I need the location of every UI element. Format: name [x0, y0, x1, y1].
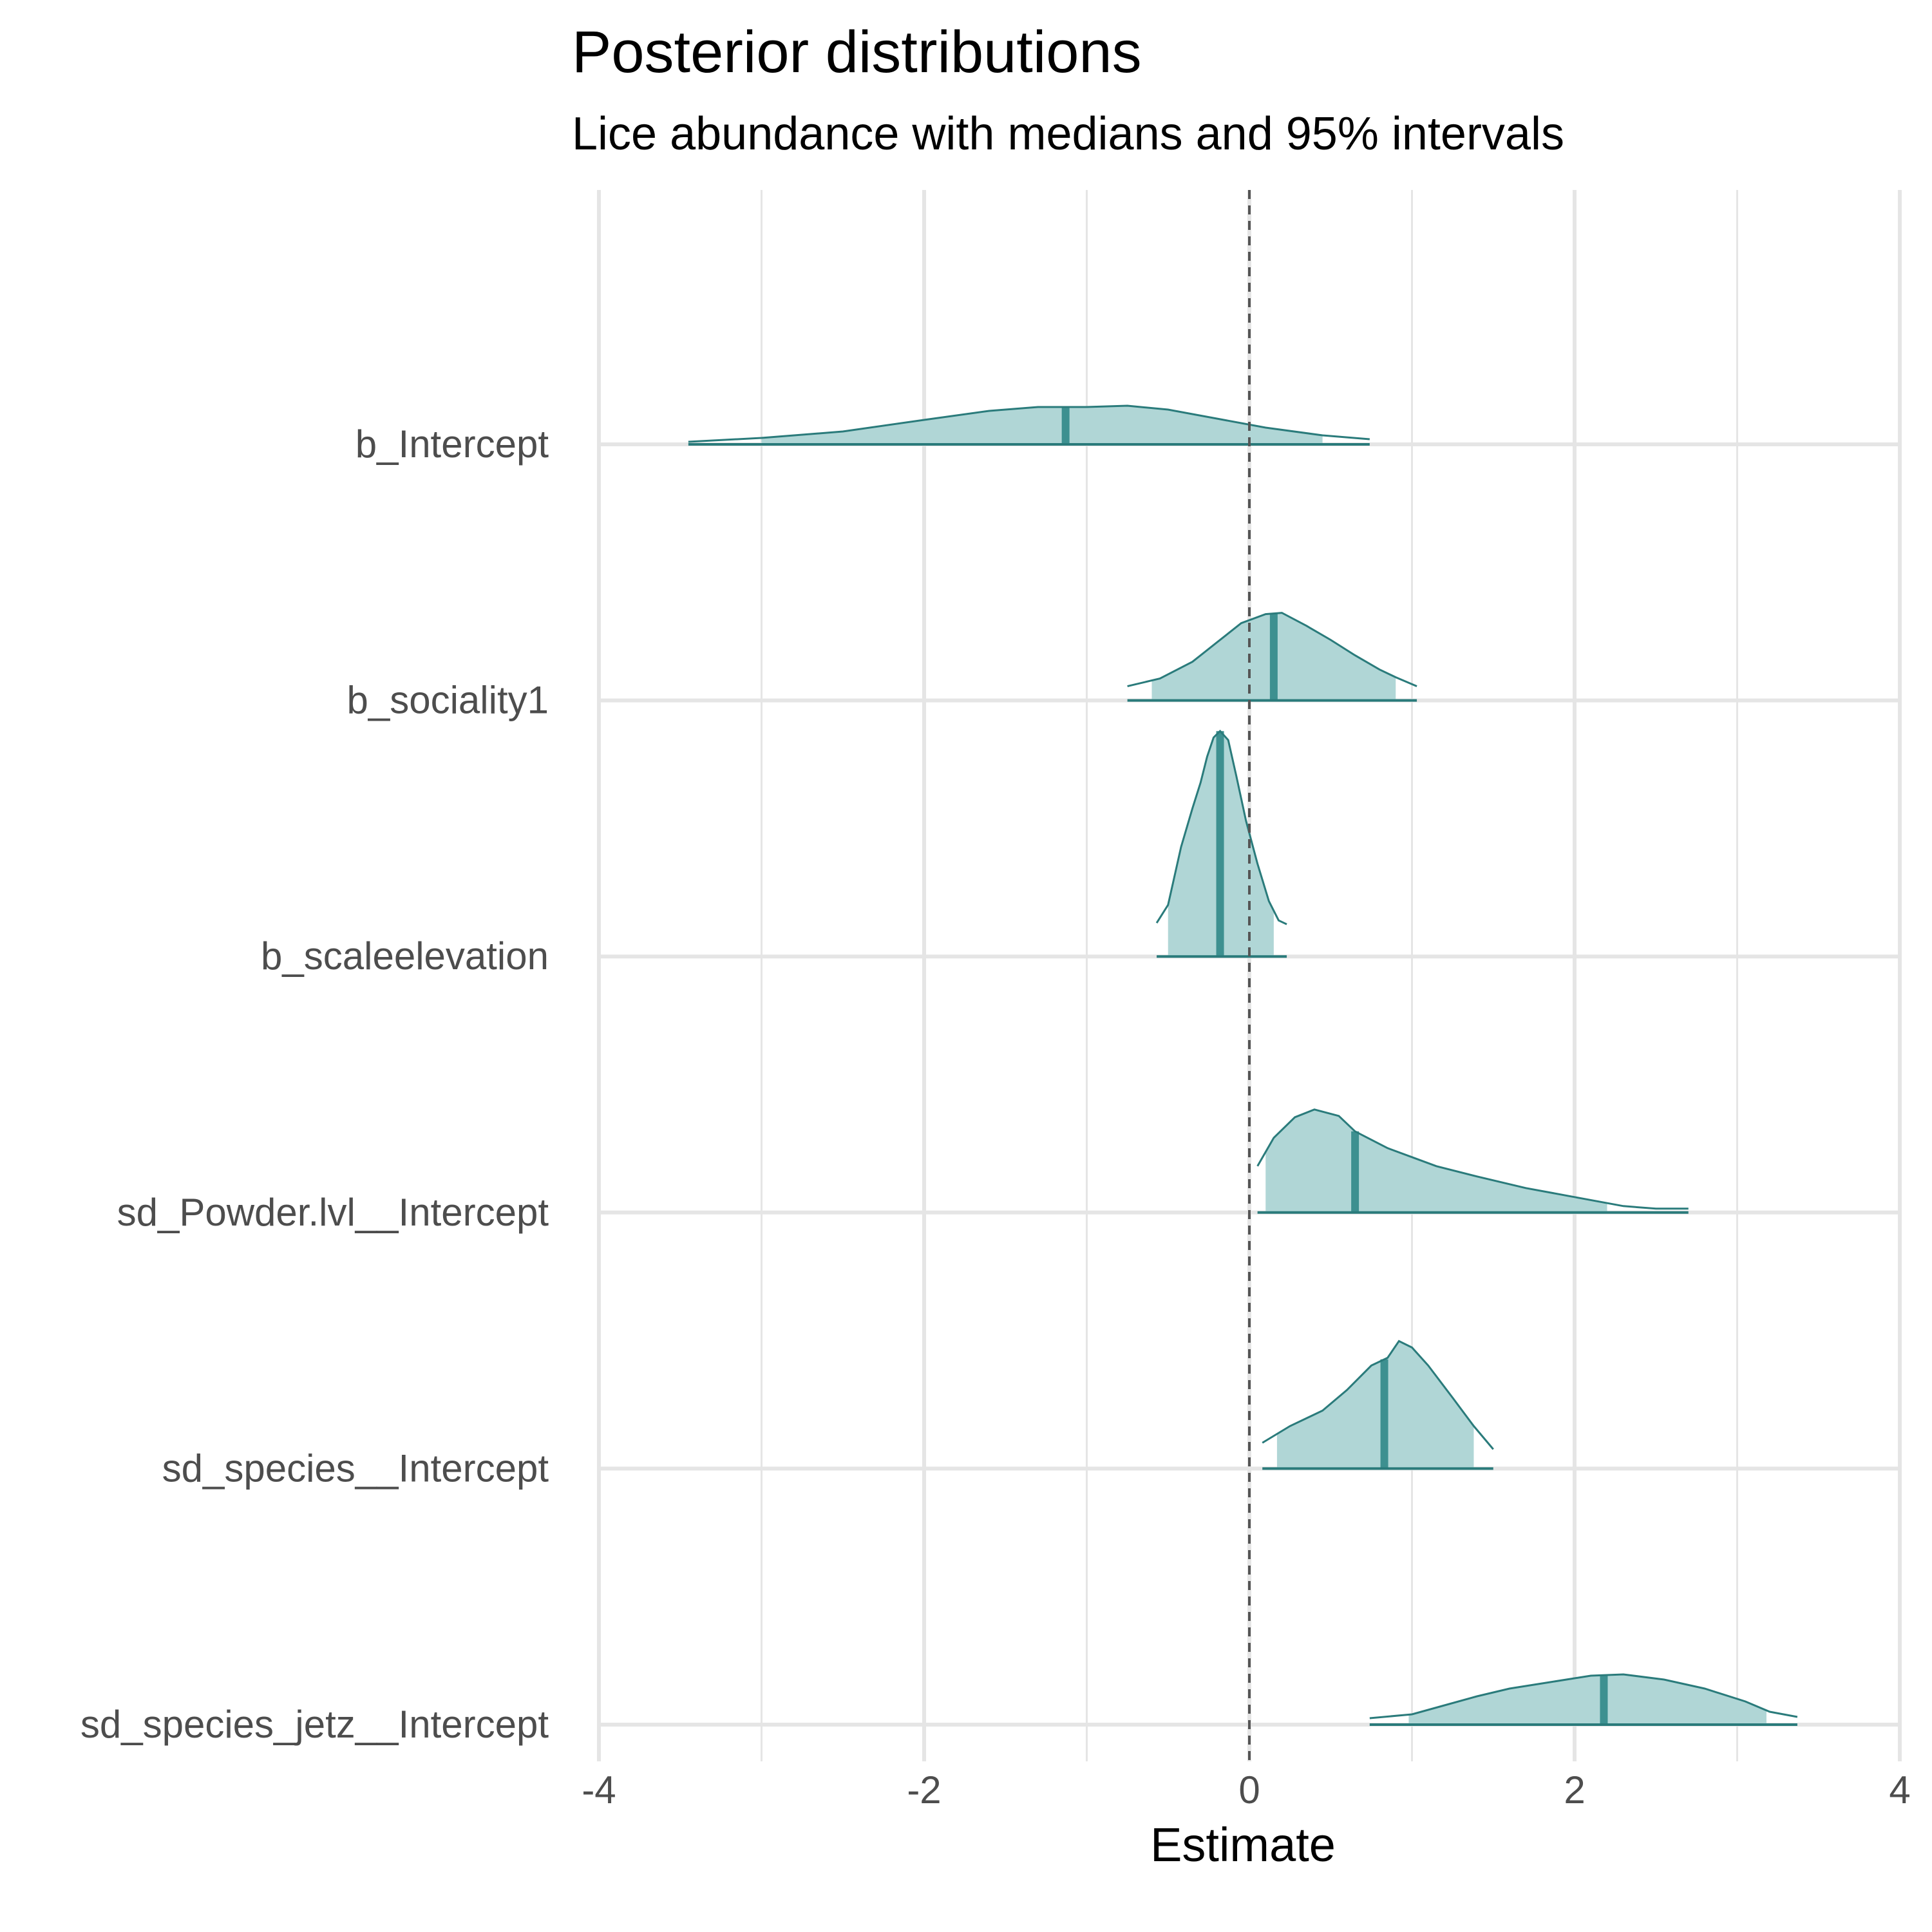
density-outline [1369, 1673, 1798, 1719]
density-outline [1155, 730, 1287, 925]
chart-title: Posterior distributions [572, 19, 1142, 85]
interval-area [1408, 1674, 1766, 1725]
interval-area [1276, 1341, 1474, 1469]
y-tick-label: sd_Powder.lvl__Intercept [117, 1191, 549, 1234]
density-outline [1256, 1108, 1689, 1210]
density-sd_species_jetz__Intercept [1369, 1673, 1798, 1726]
x-axis-title: Estimate [1150, 1818, 1336, 1871]
x-tick-label: 4 [1889, 1768, 1910, 1812]
y-tick-label: sd_species__Intercept [162, 1446, 549, 1490]
y-tick-label: b_sociality1 [346, 679, 549, 722]
chart-subtitle: Lice abundance with medians and 95% inte… [572, 108, 1564, 160]
y-tick-label: sd_species_jetz__Intercept [80, 1703, 549, 1746]
y-tick-labels: b_Intercept b_sociality1 b_scaleelevations… [80, 422, 549, 1746]
density-outline [1262, 1340, 1494, 1450]
x-tick-label: -2 [907, 1768, 941, 1812]
density-sd_species__Intercept [1262, 1340, 1494, 1470]
density-outline [1127, 612, 1417, 688]
x-tick-label: 2 [1564, 1768, 1585, 1812]
x-tick-label: 0 [1238, 1768, 1260, 1812]
interval-area [1265, 1109, 1607, 1213]
y-tick-label: b_scaleelevation [261, 934, 549, 978]
x-tick-label: -4 [582, 1768, 616, 1812]
density-sd_Powder.lvl__Intercept [1256, 1108, 1689, 1214]
distributions [688, 404, 1798, 1726]
interval-area [761, 406, 1323, 444]
density-outline [688, 404, 1370, 443]
y-tick-label: b_Intercept [355, 422, 549, 466]
density-b_Intercept [688, 404, 1370, 446]
density-b_scaleelevation [1155, 730, 1287, 958]
density-b_sociality1 [1127, 612, 1417, 702]
x-tick-labels: -4 -2 0 2 4 [582, 1768, 1910, 1812]
